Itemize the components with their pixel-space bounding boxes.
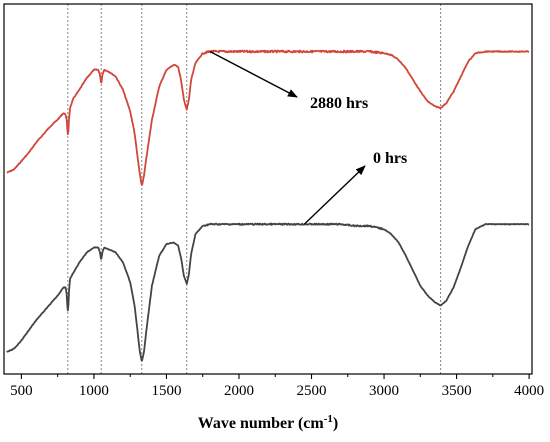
plot-frame	[3, 3, 533, 375]
x-tick-label: 1000	[79, 383, 109, 399]
x-tick-label: 2500	[297, 383, 327, 399]
x-tick-label: 2000	[224, 383, 254, 399]
x-tick-label: 500	[10, 383, 33, 399]
series-layer	[6, 49, 530, 362]
series-line-0	[6, 49, 530, 186]
annotation-layer: 2880 hrs 0 hrs	[209, 50, 407, 225]
annotation-label: 0 hrs	[373, 150, 407, 167]
x-tick-label: 3000	[369, 383, 399, 399]
x-tick-label: 1500	[151, 383, 181, 399]
series-line-1	[6, 222, 530, 362]
x-tick-label: 4000	[514, 383, 544, 399]
x-axis-title: Wave number (cm-1)	[198, 413, 338, 432]
annotation-arrow	[303, 165, 366, 225]
x-tick-label: 3500	[442, 383, 472, 399]
annotation-label: 2880 hrs	[310, 95, 368, 112]
x-axis-ticks: 500 1000 1500 2000 2500 3000 3500 4000	[10, 374, 544, 399]
annotation-arrow	[209, 50, 298, 98]
reference-lines	[67, 4, 442, 374]
